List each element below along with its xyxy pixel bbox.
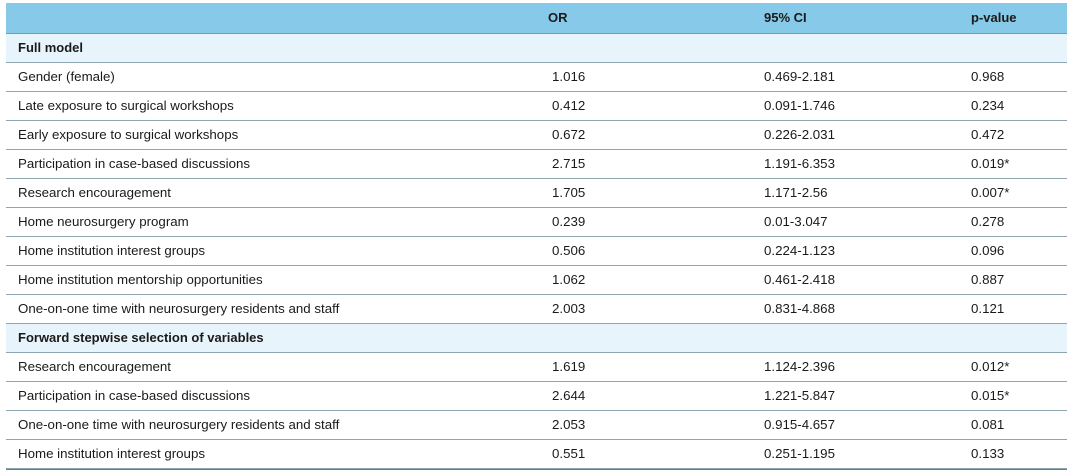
table-header: OR 95% CI p-value — [6, 3, 1067, 34]
table-row: One-on-one time with neurosurgery reside… — [6, 294, 1067, 324]
variable-cell: Gender (female) — [6, 62, 526, 92]
ci-cell: 0.226-2.031 — [662, 120, 965, 150]
p-value-cell: 0.133 — [965, 439, 1067, 469]
variable-cell: One-on-one time with neurosurgery reside… — [6, 294, 526, 324]
table-row: Home neurosurgery program 0.239 0.01-3.047… — [6, 207, 1067, 237]
regression-table-container: OR 95% CI p-value Full model Gender (fema… — [6, 3, 1067, 470]
or-cell: 2.715 — [526, 149, 662, 179]
or-cell: 0.412 — [526, 91, 662, 121]
header-row: OR 95% CI p-value — [6, 3, 1067, 34]
header-variable — [6, 3, 526, 34]
section-header-row: Full model — [6, 33, 1067, 63]
or-cell: 2.003 — [526, 294, 662, 324]
table-body: Full model Gender (female) 1.016 0.469-2.18… — [6, 33, 1067, 469]
ci-cell: 0.251-1.195 — [662, 439, 965, 469]
variable-cell: Participation in case-based discussions — [6, 381, 526, 411]
p-value-cell: 0.121 — [965, 294, 1067, 324]
table-row: One-on-one time with neurosurgery reside… — [6, 410, 1067, 440]
header-ci: 95% CI — [662, 3, 965, 34]
p-value-cell: 0.234 — [965, 91, 1067, 121]
variable-cell: Home institution interest groups — [6, 439, 526, 469]
variable-cell: Home institution mentorship opportunitie… — [6, 265, 526, 295]
or-cell: 0.506 — [526, 236, 662, 266]
p-value-cell: 0.472 — [965, 120, 1067, 150]
p-value-cell: 0.019* — [965, 149, 1067, 179]
or-cell: 0.239 — [526, 207, 662, 237]
or-cell: 2.053 — [526, 410, 662, 440]
variable-cell: Early exposure to surgical workshops — [6, 120, 526, 150]
or-cell: 1.062 — [526, 265, 662, 295]
p-value-cell: 0.007* — [965, 178, 1067, 208]
or-cell: 1.619 — [526, 352, 662, 382]
table-row: Participation in case-based discussions 2… — [6, 381, 1067, 411]
table-row: Home institution interest groups 0.506 0.2… — [6, 236, 1067, 266]
section-title: Full model — [6, 33, 1067, 63]
header-p-value: p-value — [965, 3, 1067, 34]
p-value-cell: 0.081 — [965, 410, 1067, 440]
section-title: Forward stepwise selection of variables — [6, 323, 1067, 353]
table-row: Home institution mentorship opportunitie… — [6, 265, 1067, 295]
variable-cell: Research encouragement — [6, 178, 526, 208]
ci-cell: 0.224-1.123 — [662, 236, 965, 266]
ci-cell: 0.469-2.181 — [662, 62, 965, 92]
variable-cell: Home institution interest groups — [6, 236, 526, 266]
table-row: Research encouragement 1.619 1.124-2.396 0.… — [6, 352, 1067, 382]
ci-cell: 0.831-4.868 — [662, 294, 965, 324]
table-row: Gender (female) 1.016 0.469-2.181 0.968 — [6, 62, 1067, 92]
p-value-cell: 0.012* — [965, 352, 1067, 382]
ci-cell: 0.915-4.657 — [662, 410, 965, 440]
table-row: Late exposure to surgical workshops 0.412… — [6, 91, 1067, 121]
p-value-cell: 0.968 — [965, 62, 1067, 92]
table-row: Participation in case-based discussions 2… — [6, 149, 1067, 179]
regression-table: OR 95% CI p-value Full model Gender (fema… — [6, 3, 1067, 469]
ci-cell: 0.01-3.047 — [662, 207, 965, 237]
p-value-cell: 0.015* — [965, 381, 1067, 411]
ci-cell: 0.091-1.746 — [662, 91, 965, 121]
or-cell: 0.551 — [526, 439, 662, 469]
variable-cell: One-on-one time with neurosurgery reside… — [6, 410, 526, 440]
ci-cell: 1.171-2.56 — [662, 178, 965, 208]
ci-cell: 1.191-6.353 — [662, 149, 965, 179]
p-value-cell: 0.887 — [965, 265, 1067, 295]
ci-cell: 1.221-5.847 — [662, 381, 965, 411]
ci-cell: 1.124-2.396 — [662, 352, 965, 382]
p-value-cell: 0.096 — [965, 236, 1067, 266]
p-value-cell: 0.278 — [965, 207, 1067, 237]
variable-cell: Participation in case-based discussions — [6, 149, 526, 179]
header-or: OR — [526, 3, 662, 34]
variable-cell: Home neurosurgery program — [6, 207, 526, 237]
or-cell: 2.644 — [526, 381, 662, 411]
ci-cell: 0.461-2.418 — [662, 265, 965, 295]
table-row: Research encouragement 1.705 1.171-2.56 0.0… — [6, 178, 1067, 208]
table-row: Home institution interest groups 0.551 0.2… — [6, 439, 1067, 469]
or-cell: 1.016 — [526, 62, 662, 92]
table-row: Early exposure to surgical workshops 0.67… — [6, 120, 1067, 150]
or-cell: 0.672 — [526, 120, 662, 150]
variable-cell: Late exposure to surgical workshops — [6, 91, 526, 121]
section-header-row: Forward stepwise selection of variables — [6, 323, 1067, 353]
variable-cell: Research encouragement — [6, 352, 526, 382]
or-cell: 1.705 — [526, 178, 662, 208]
